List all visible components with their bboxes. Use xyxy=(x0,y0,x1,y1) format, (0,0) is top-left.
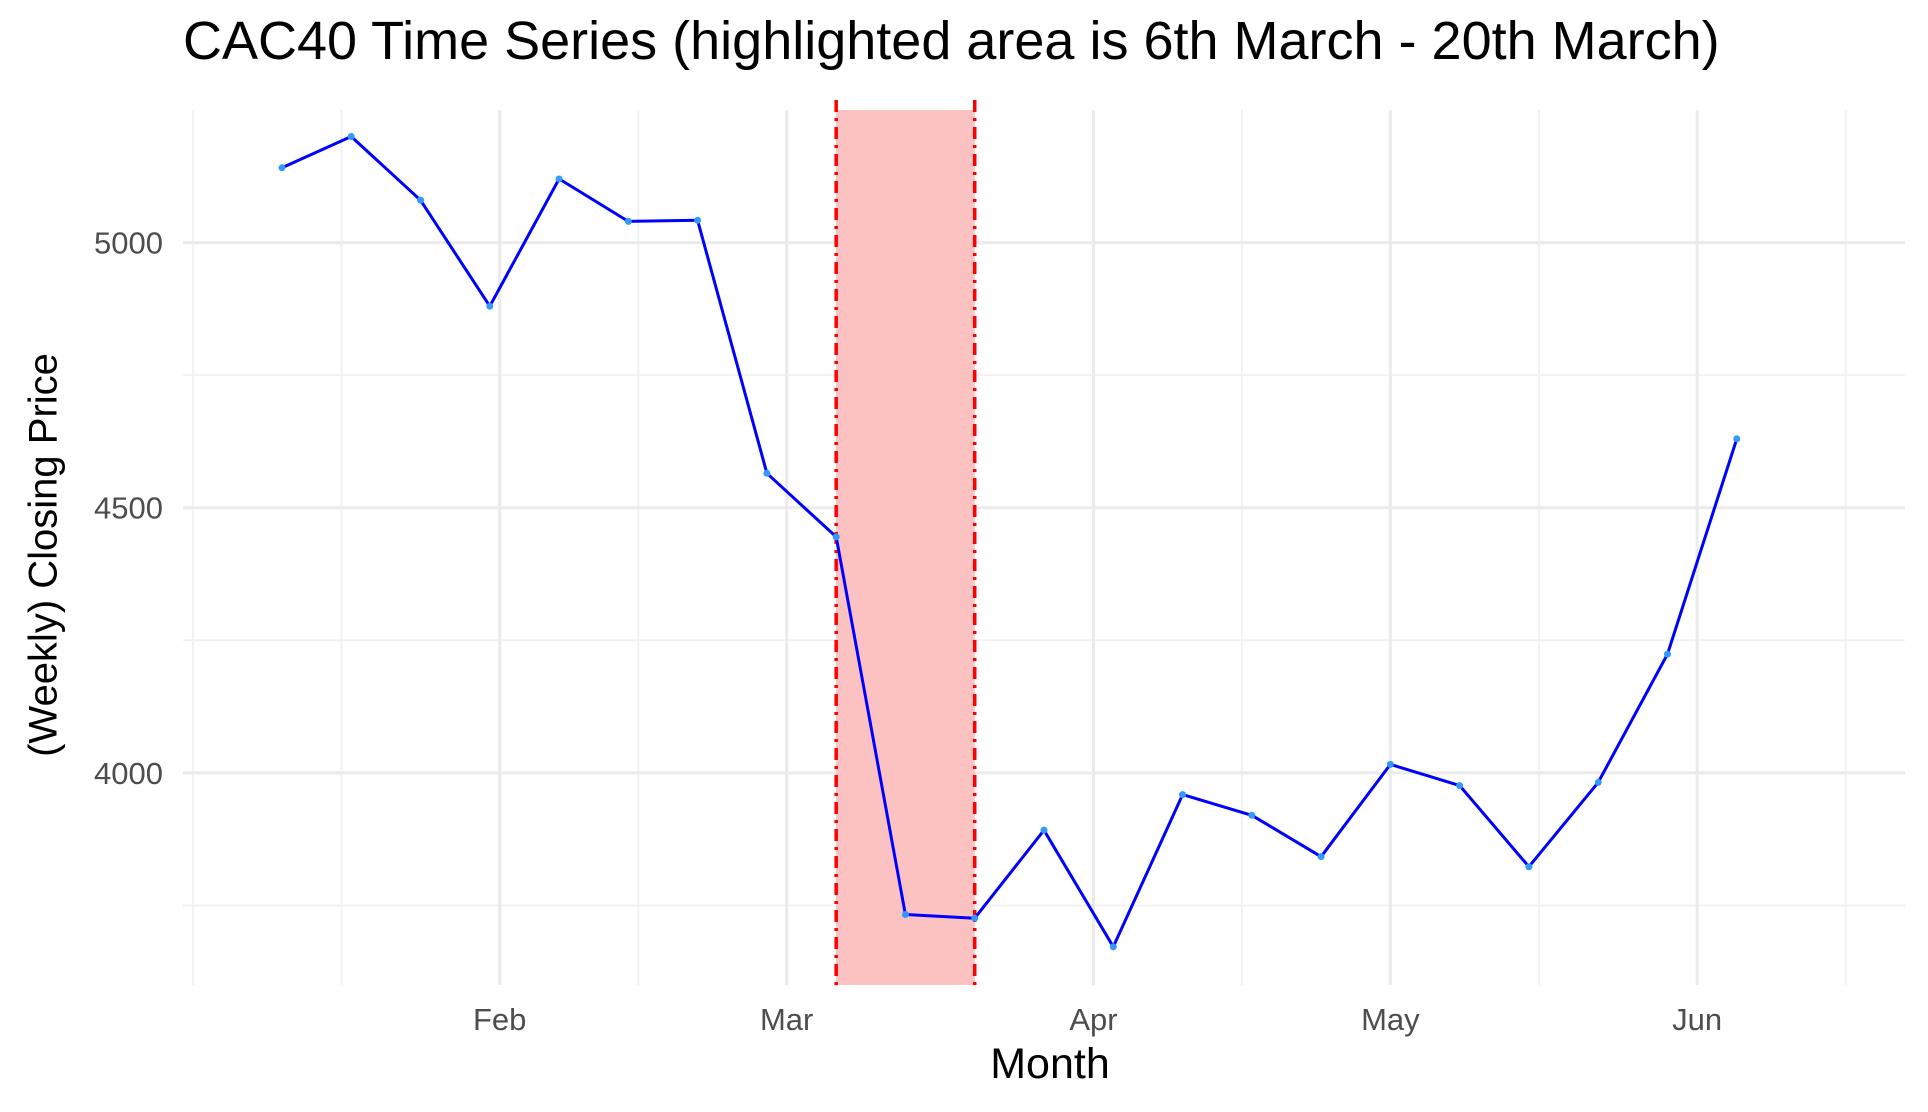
data-point xyxy=(417,196,425,204)
series-layer xyxy=(281,135,1739,949)
highlight-region xyxy=(834,100,977,985)
x-tick-label: Jun xyxy=(1672,1002,1722,1037)
data-point xyxy=(486,302,494,310)
x-tick-label: Feb xyxy=(473,1002,526,1037)
grid-minor xyxy=(183,110,1905,985)
data-point xyxy=(1040,826,1048,834)
data-point xyxy=(971,914,979,922)
highlight-rect xyxy=(836,110,975,985)
data-point xyxy=(624,217,632,225)
data-point xyxy=(555,175,563,183)
data-point xyxy=(694,216,702,224)
y-tick-labels: 4000 4500 5000 xyxy=(94,226,163,791)
chart-title: CAC40 Time Series (highlighted area is 6… xyxy=(183,11,1720,71)
series-line xyxy=(281,135,1739,949)
y-tick-label: 4500 xyxy=(94,491,163,526)
x-axis-label: Month xyxy=(990,1040,1110,1088)
data-point xyxy=(763,469,771,477)
data-point xyxy=(1386,760,1394,768)
data-point xyxy=(1663,650,1671,658)
data-point xyxy=(832,533,840,541)
y-tick-label: 4000 xyxy=(94,756,163,791)
data-point xyxy=(1594,778,1602,786)
grid-major xyxy=(183,110,1905,985)
data-point xyxy=(901,910,909,918)
x-tick-labels: Feb Mar Apr May Jun xyxy=(473,1002,1722,1037)
data-point xyxy=(1525,863,1533,871)
data-point xyxy=(1456,782,1464,790)
points-layer xyxy=(278,133,1741,951)
data-point xyxy=(1248,811,1256,819)
x-tick-label: Apr xyxy=(1069,1002,1117,1037)
x-tick-label: May xyxy=(1361,1002,1420,1037)
data-point xyxy=(1317,853,1325,861)
data-point xyxy=(1109,943,1117,951)
x-tick-label: Mar xyxy=(760,1002,813,1037)
data-point xyxy=(1179,791,1187,799)
data-point xyxy=(347,133,355,141)
y-axis-label: (Weekly) Closing Price xyxy=(21,353,66,757)
data-point xyxy=(278,164,286,172)
data-point xyxy=(1733,435,1741,443)
y-tick-label: 5000 xyxy=(94,226,163,261)
